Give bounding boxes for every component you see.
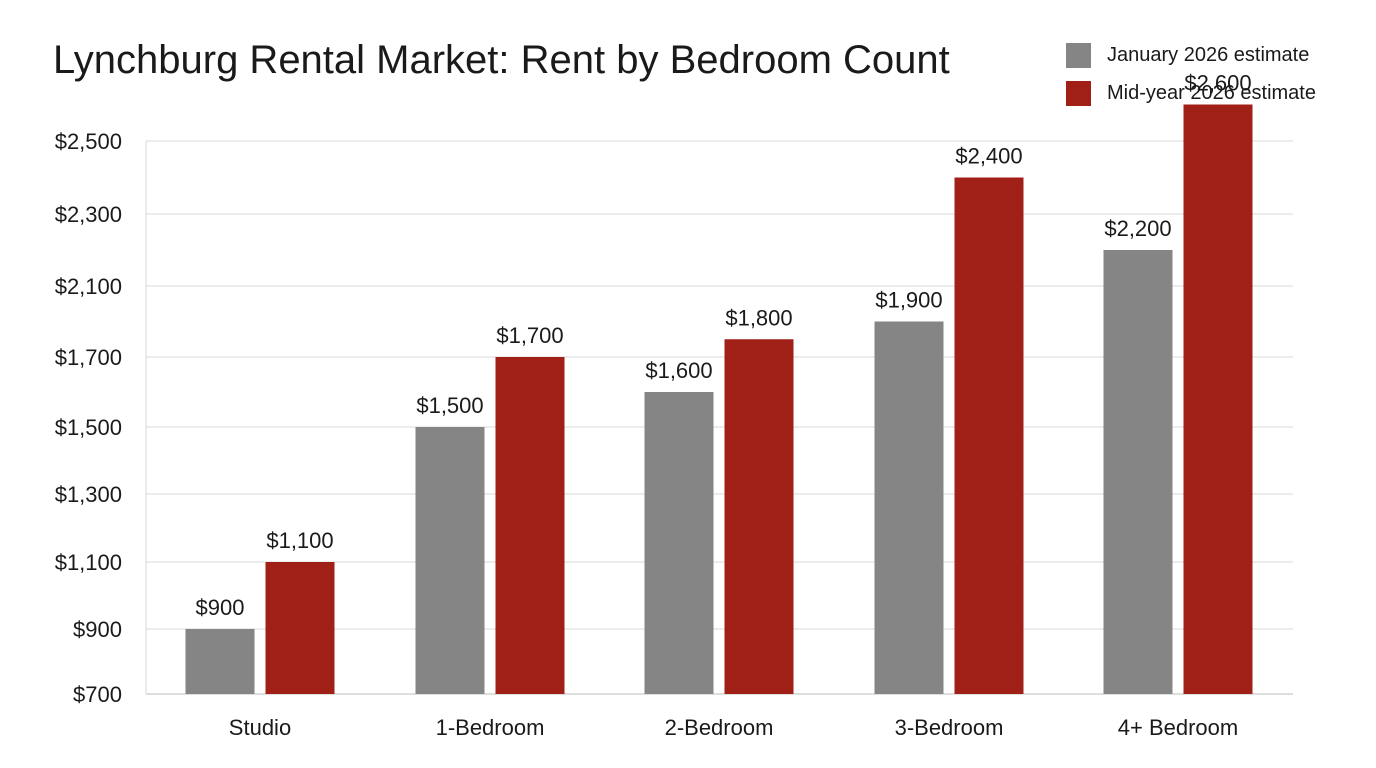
chart-title: Lynchburg Rental Market: Rent by Bedroom… xyxy=(53,38,950,82)
legend-swatch-midyear xyxy=(1066,80,1091,106)
x-category-label: Studio xyxy=(229,715,291,740)
x-category-label: 1-Bedroom xyxy=(436,715,545,740)
legend-label-midyear: Mid-year 2026 estimate xyxy=(1107,81,1316,104)
y-tick-label: $1,700 xyxy=(55,345,122,370)
data-label-january: $1,600 xyxy=(645,358,712,383)
data-label-midyear: $1,800 xyxy=(725,305,792,330)
bar-january xyxy=(1103,250,1173,694)
data-label-january: $1,500 xyxy=(416,393,483,418)
legend: January 2026 estimate Mid-year 2026 esti… xyxy=(1066,40,1316,116)
data-label-midyear: $1,100 xyxy=(266,528,333,553)
bar-january xyxy=(644,392,714,694)
y-tick-label: $1,500 xyxy=(55,415,122,440)
legend-label-january: January 2026 estimate xyxy=(1107,43,1310,66)
y-tick-label: $1,300 xyxy=(55,482,122,507)
x-category-label: 2-Bedroom xyxy=(665,715,774,740)
data-label-january: $900 xyxy=(196,595,245,620)
bar-january xyxy=(415,427,485,694)
bar-midyear xyxy=(724,339,794,694)
data-label-midyear: $1,700 xyxy=(496,323,563,348)
bar-midyear xyxy=(265,562,335,694)
data-label-midyear: $2,600 xyxy=(1184,71,1251,96)
y-tick-label: $900 xyxy=(73,617,122,642)
legend-item-january: January 2026 estimate xyxy=(1066,40,1316,70)
bar-midyear xyxy=(954,177,1024,694)
data-label-january: $1,900 xyxy=(875,288,942,313)
bar-midyear xyxy=(1183,104,1253,694)
y-tick-label: $2,500 xyxy=(55,129,122,154)
x-category-label: 4+ Bedroom xyxy=(1118,715,1238,740)
y-tick-label: $2,100 xyxy=(55,274,122,299)
y-tick-label: $700 xyxy=(73,682,122,707)
legend-item-midyear: Mid-year 2026 estimate xyxy=(1066,78,1316,108)
y-tick-label: $1,100 xyxy=(55,550,122,575)
data-label-january: $2,200 xyxy=(1104,216,1171,241)
bar-january xyxy=(874,321,944,694)
x-category-label: 3-Bedroom xyxy=(895,715,1004,740)
bar-january xyxy=(185,629,255,694)
bar-midyear xyxy=(495,357,565,694)
y-tick-label: $2,300 xyxy=(55,202,122,227)
data-label-midyear: $2,400 xyxy=(955,144,1022,169)
legend-swatch-january xyxy=(1066,42,1091,68)
